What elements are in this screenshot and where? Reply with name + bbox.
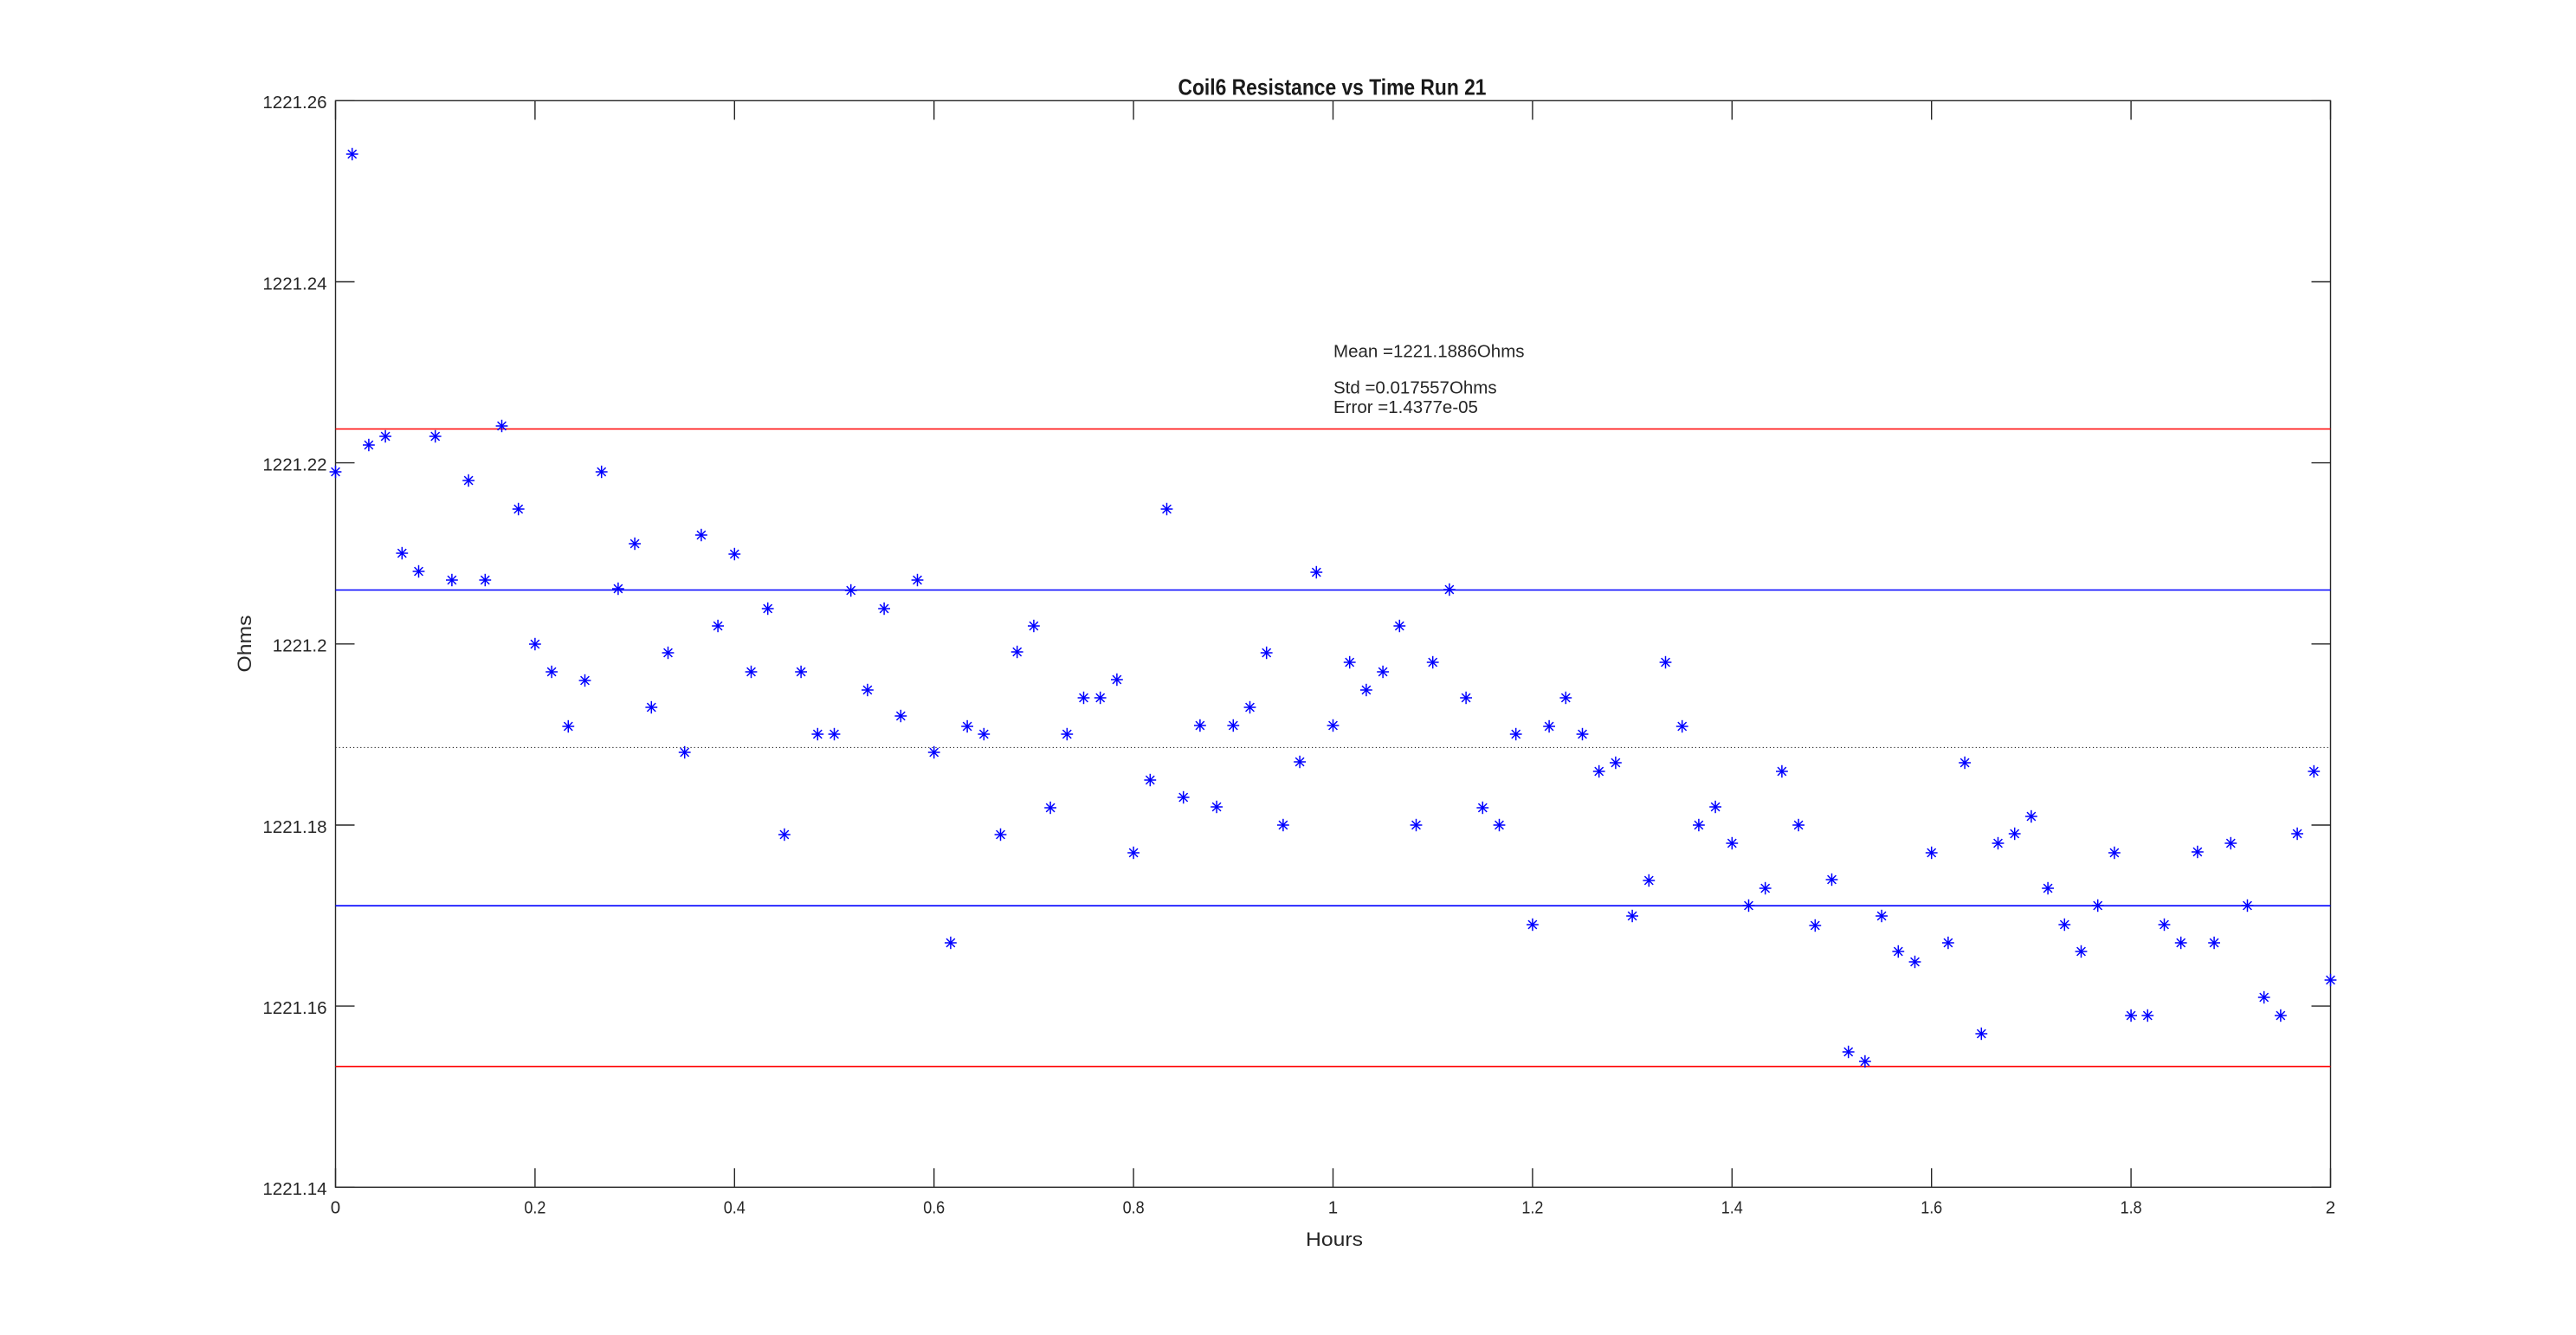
svg-text:Std =0.017557Ohms: Std =0.017557Ohms (1333, 377, 1497, 397)
svg-text:1.8: 1.8 (2121, 1198, 2142, 1218)
svg-text:Ohms: Ohms (234, 616, 255, 673)
svg-text:1.6: 1.6 (1921, 1198, 1942, 1218)
svg-text:1221.2: 1221.2 (273, 636, 327, 656)
svg-text:1221.14: 1221.14 (262, 1179, 326, 1199)
svg-text:1221.18: 1221.18 (262, 817, 326, 837)
svg-text:1: 1 (1328, 1198, 1338, 1218)
svg-text:1221.16: 1221.16 (262, 998, 326, 1018)
svg-text:0: 0 (331, 1198, 340, 1218)
svg-text:0.4: 0.4 (724, 1198, 746, 1218)
svg-text:1221.22: 1221.22 (262, 455, 326, 475)
svg-text:1.2: 1.2 (1521, 1198, 1543, 1218)
svg-text:Mean =1221.1886Ohms: Mean =1221.1886Ohms (1333, 342, 1525, 362)
svg-text:2: 2 (2326, 1198, 2335, 1218)
svg-text:Coil6 Resistance vs Time Run 2: Coil6 Resistance vs Time Run 21 (1178, 74, 1487, 100)
svg-text:1221.26: 1221.26 (262, 93, 326, 113)
svg-text:0.6: 0.6 (923, 1198, 945, 1218)
svg-text:1.4: 1.4 (1721, 1198, 1743, 1218)
svg-text:0.2: 0.2 (524, 1198, 546, 1218)
svg-text:1221.24: 1221.24 (262, 274, 326, 293)
svg-text:Error =1.4377e-05: Error =1.4377e-05 (1333, 397, 1478, 417)
svg-text:0.8: 0.8 (1123, 1198, 1145, 1218)
svg-text:Hours: Hours (1306, 1229, 1363, 1250)
